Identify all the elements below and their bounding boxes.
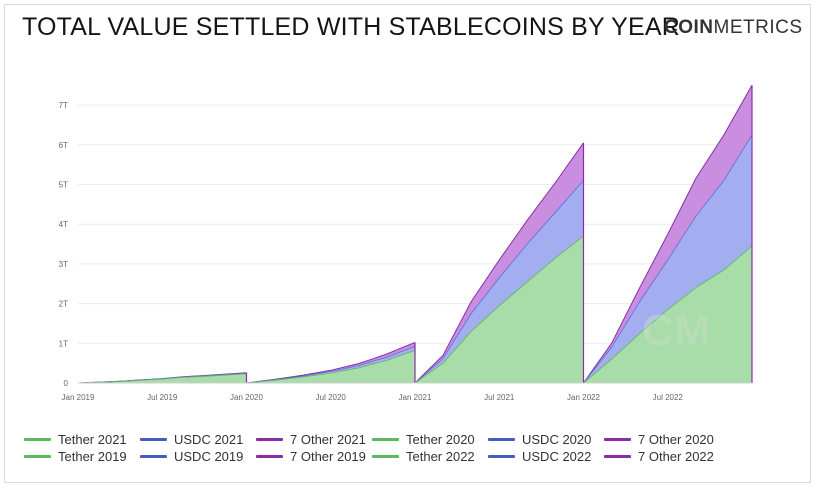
y-tick-label: 5T bbox=[59, 181, 68, 190]
x-tick-label: Jan 2022 bbox=[567, 393, 600, 402]
y-tick-label: 6T bbox=[59, 141, 68, 150]
legend-swatch bbox=[24, 438, 51, 441]
legend-swatch bbox=[372, 455, 399, 458]
legend-label: 7 Other 2019 bbox=[290, 449, 366, 464]
legend-label: Tether 2022 bbox=[406, 449, 475, 464]
y-tick-label: 4T bbox=[59, 220, 68, 229]
legend-label: USDC 2022 bbox=[522, 449, 592, 464]
legend-item-usdc-2021[interactable]: USDC 2021 bbox=[140, 431, 256, 448]
line-usdc-2022 bbox=[583, 134, 753, 384]
legend-swatch bbox=[372, 438, 399, 441]
legend-swatch bbox=[256, 438, 283, 441]
legend-row: Tether 2021 USDC 2021 7 Other 2021 Tethe… bbox=[24, 431, 804, 448]
legend-label: Tether 2021 bbox=[58, 432, 127, 447]
y-tick-label: 7T bbox=[59, 101, 68, 110]
legend-label: 7 Other 2022 bbox=[638, 449, 714, 464]
y-tick-label: 3T bbox=[59, 260, 68, 269]
x-tick-label: Jul 2019 bbox=[147, 393, 178, 402]
area-tether-2020 bbox=[246, 350, 415, 383]
legend-label: Tether 2019 bbox=[58, 449, 127, 464]
y-tick-label: 1T bbox=[59, 339, 68, 348]
legend-swatch bbox=[488, 455, 515, 458]
area-tether-2019 bbox=[78, 373, 247, 383]
year-2022-group bbox=[583, 85, 753, 384]
legend-item-usdc-2020[interactable]: USDC 2020 bbox=[488, 431, 604, 448]
line-tether-2021 bbox=[414, 235, 584, 384]
line-other-2020 bbox=[246, 342, 416, 384]
area-tether-2021 bbox=[415, 236, 584, 383]
area-usdc-2021 bbox=[415, 180, 584, 383]
x-tick-label: Jul 2021 bbox=[484, 393, 515, 402]
legend-item-tether-2019[interactable]: Tether 2019 bbox=[24, 448, 140, 465]
area-other-2021 bbox=[415, 142, 584, 383]
line-tether-2022 bbox=[583, 245, 753, 384]
logo-metrics-text: METRICS bbox=[713, 17, 803, 38]
x-tick-label: Jan 2020 bbox=[230, 393, 263, 402]
chart-legend: Tether 2021 USDC 2021 7 Other 2021 Tethe… bbox=[24, 431, 804, 465]
line-other-2021 bbox=[414, 142, 584, 384]
area-tether-2022 bbox=[583, 246, 752, 383]
legend-swatch bbox=[256, 455, 283, 458]
legend-label: USDC 2020 bbox=[522, 432, 592, 447]
x-tick-label: Jan 2021 bbox=[399, 393, 432, 402]
legend-item-tether-2021[interactable]: Tether 2021 bbox=[24, 431, 140, 448]
legend-label: 7 Other 2021 bbox=[290, 432, 366, 447]
y-tick-label: 2T bbox=[59, 300, 68, 309]
year-2020-group bbox=[246, 342, 416, 384]
legend-label: USDC 2019 bbox=[174, 449, 244, 464]
area-other-2022 bbox=[583, 85, 752, 384]
legend-item-other-2019[interactable]: 7 Other 2019 bbox=[256, 448, 372, 465]
legend-swatch bbox=[24, 455, 51, 458]
cm-watermark: CM bbox=[642, 306, 711, 355]
line-other-2022 bbox=[583, 85, 753, 384]
y-tick-label: 0 bbox=[64, 379, 69, 388]
line-usdc-2020 bbox=[246, 346, 416, 384]
line-tether-2020 bbox=[246, 350, 416, 384]
logo-coin-text: COIN bbox=[664, 17, 714, 38]
year-2021-group bbox=[414, 142, 585, 384]
legend-label: Tether 2020 bbox=[406, 432, 475, 447]
legend-item-tether-2022[interactable]: Tether 2022 bbox=[372, 448, 488, 465]
legend-swatch bbox=[488, 438, 515, 441]
line-usdc-2021 bbox=[414, 180, 584, 384]
y-axis: 0 1T 2T 3T 4T 5T 6T 7T bbox=[59, 101, 69, 388]
legend-item-usdc-2022[interactable]: USDC 2022 bbox=[488, 448, 604, 465]
coinmetrics-logo: COINMETRICS bbox=[664, 17, 803, 39]
x-tick-label: Jul 2020 bbox=[316, 393, 347, 402]
legend-label: USDC 2021 bbox=[174, 432, 244, 447]
x-tick-label: Jul 2022 bbox=[653, 393, 684, 402]
legend-swatch bbox=[140, 455, 167, 458]
legend-item-other-2020[interactable]: 7 Other 2020 bbox=[604, 431, 720, 448]
legend-item-other-2021[interactable]: 7 Other 2021 bbox=[256, 431, 372, 448]
legend-swatch bbox=[140, 438, 167, 441]
legend-swatch bbox=[604, 438, 631, 441]
legend-item-other-2022[interactable]: 7 Other 2022 bbox=[604, 448, 720, 465]
year-2019-group bbox=[77, 372, 248, 384]
legend-label: 7 Other 2020 bbox=[638, 432, 714, 447]
legend-item-tether-2020[interactable]: Tether 2020 bbox=[372, 431, 488, 448]
line-tether-2019 bbox=[77, 373, 247, 384]
x-tick-label: Jan 2019 bbox=[62, 393, 95, 402]
x-axis: Jan 2019 Jul 2019 Jan 2020 Jul 2020 Jan 2021… bbox=[62, 382, 752, 402]
legend-row: Tether 2019 USDC 2019 7 Other 2019 Tethe… bbox=[24, 448, 804, 465]
area-usdc-2022 bbox=[583, 134, 752, 383]
legend-item-usdc-2019[interactable]: USDC 2019 bbox=[140, 448, 256, 465]
legend-swatch bbox=[604, 455, 631, 458]
chart-title: TOTAL VALUE SETTLED WITH STABLECOINS BY … bbox=[22, 13, 681, 41]
stacked-areas bbox=[77, 85, 753, 384]
